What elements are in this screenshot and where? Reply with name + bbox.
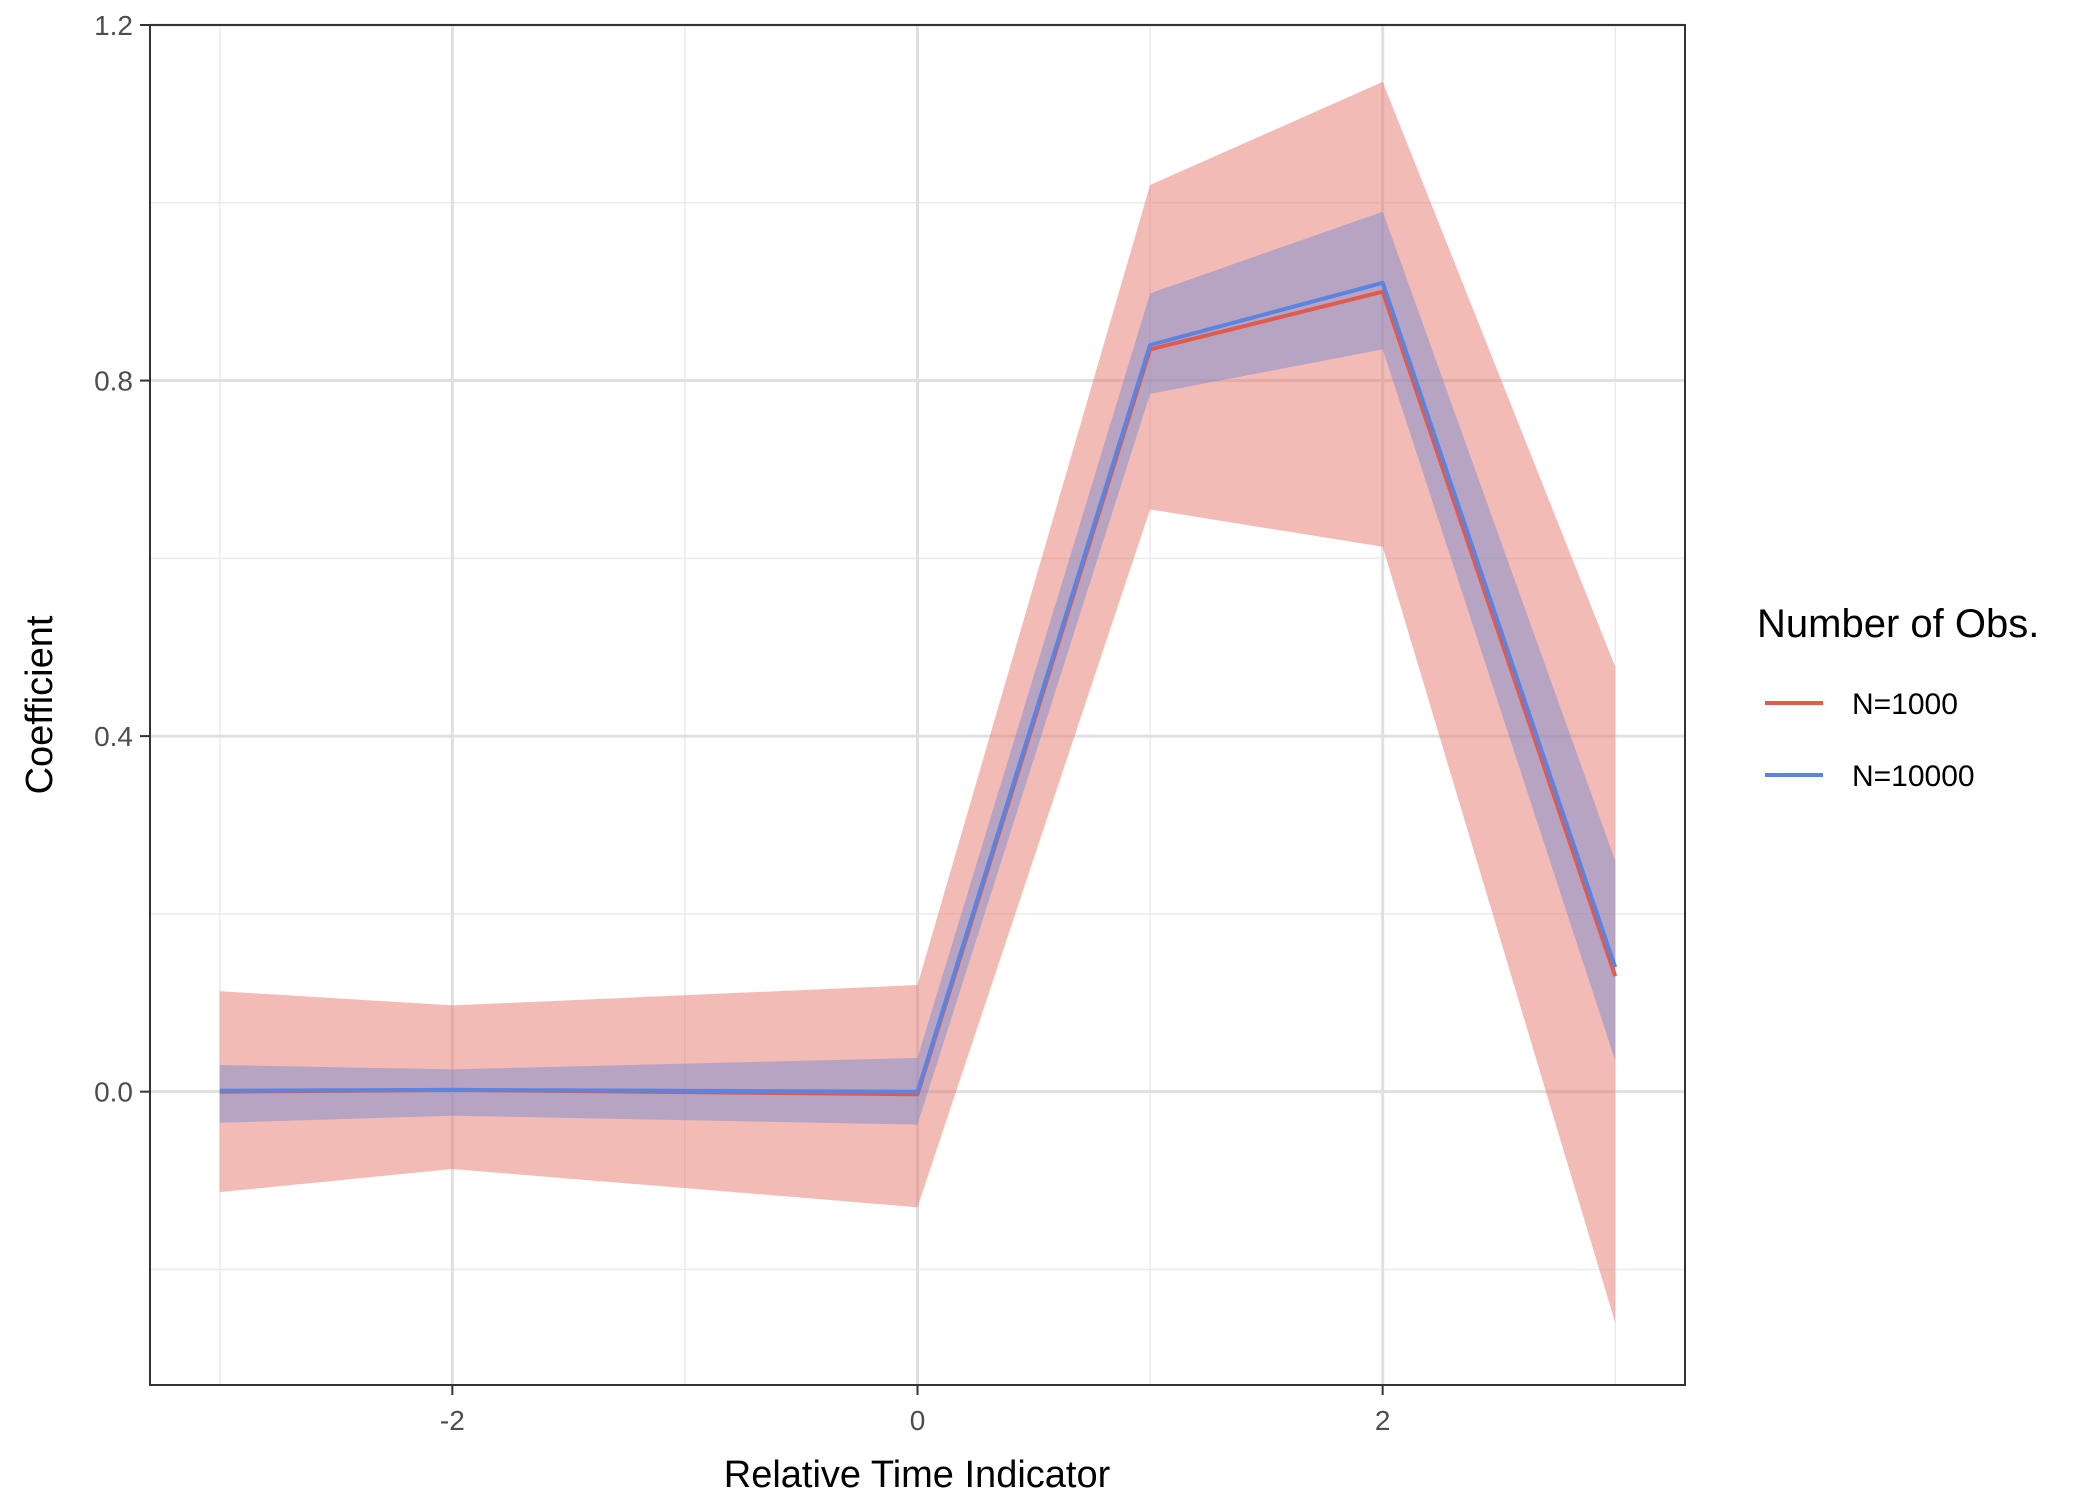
y-tick-label: 0.8 [94, 366, 133, 397]
series-line-n10000 [219, 280, 1618, 1094]
legend-label-n1000: N=1000 [1852, 688, 1958, 721]
legend-title: Number of Obs. [1757, 602, 2039, 646]
series-lines [219, 280, 1618, 1097]
y-axis: 0.0 0.4 0.8 1.2 [94, 10, 150, 1108]
x-axis-title: Relative Time Indicator [724, 1454, 1111, 1496]
confidence-bands [219, 81, 1616, 1323]
x-tick-label: 2 [1375, 1405, 1391, 1436]
y-tick-label: 0.0 [94, 1077, 133, 1108]
x-tick-label: -2 [440, 1405, 465, 1436]
y-tick-label: 1.2 [94, 10, 133, 41]
x-tick-label: 0 [910, 1405, 926, 1436]
legend-label-n10000: N=10000 [1852, 760, 1975, 793]
confidence-band-n1000 [219, 81, 1616, 1323]
y-tick-label: 0.4 [94, 721, 133, 752]
x-axis: -2 0 2 [440, 1385, 1391, 1436]
y-axis-title: Coefficient [19, 615, 61, 794]
legend: Number of Obs. N=1000 N=10000 [1757, 602, 2039, 793]
